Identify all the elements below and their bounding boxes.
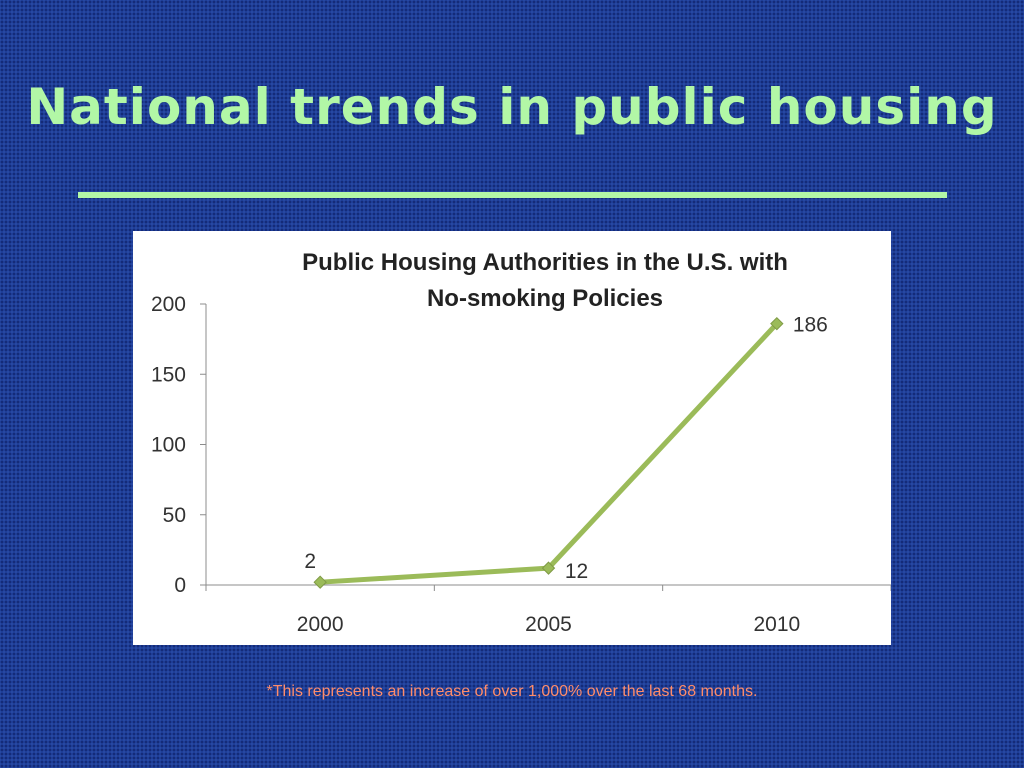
line-chart: 0 50 100 150 200 2000 2005 2010 2 12 186 — [151, 293, 891, 636]
chart-title-line-1: Public Housing Authorities in the U.S. w… — [302, 249, 788, 276]
data-label: 12 — [565, 560, 588, 583]
y-tick-label: 100 — [151, 434, 186, 457]
y-tick-label: 0 — [174, 574, 186, 597]
data-label: 2 — [304, 550, 316, 573]
data-point-marker — [541, 561, 556, 575]
slide-title: National trends in public housing — [26, 78, 998, 136]
chart-title-line-2: No-smoking Policies — [426, 285, 664, 312]
footnote: *This represents an increase of over 1,0… — [266, 683, 758, 700]
data-point-marker — [770, 316, 784, 331]
chart-title: Public Housing Authorities in the U.S. w… — [133, 245, 891, 317]
chart-panel: Public Housing Authorities in the U.S. w… — [133, 231, 891, 645]
x-tick-label: 2005 — [525, 613, 572, 636]
data-point-marker — [313, 575, 327, 589]
data-label: 186 — [793, 314, 828, 337]
y-tick-label: 150 — [151, 363, 186, 386]
y-tick-label: 200 — [151, 293, 186, 316]
series-line — [317, 321, 780, 585]
y-tick-label: 50 — [163, 504, 186, 527]
x-tick-label: 2000 — [297, 613, 344, 636]
x-tick-label: 2010 — [753, 613, 800, 636]
title-underline — [78, 192, 947, 198]
